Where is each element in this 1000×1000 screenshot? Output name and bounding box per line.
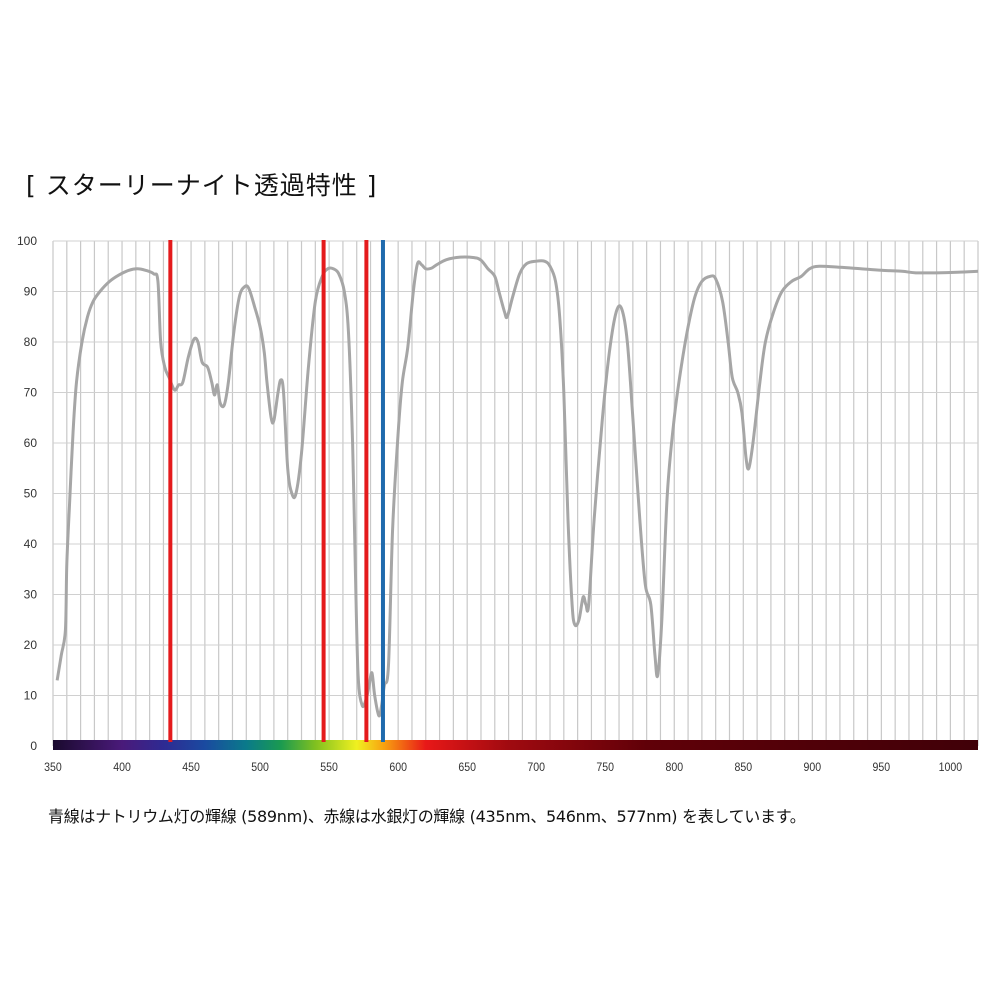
x-tick-label: 750	[596, 761, 614, 774]
x-tick-label: 550	[320, 761, 338, 774]
x-tick-label: 900	[804, 761, 822, 774]
y-tick-label: 10	[24, 689, 38, 703]
y-tick-label: 70	[24, 386, 38, 400]
y-tick-label: 100	[17, 234, 37, 248]
y-tick-label: 80	[24, 335, 38, 349]
transmission-curve	[55, 255, 979, 718]
y-tick-label: 50	[24, 487, 38, 501]
x-tick-label: 1000	[939, 761, 962, 774]
x-tick-label: 650	[458, 761, 476, 774]
x-tick-label: 950	[873, 761, 891, 774]
y-tick-label: 20	[24, 638, 38, 652]
x-tick-label: 350	[44, 761, 62, 774]
chart-title: [ スターリーナイト透過特性 ]	[26, 171, 378, 200]
y-tick-label: 30	[24, 588, 38, 602]
x-tick-label: 800	[665, 761, 683, 774]
y-tick-label: 40	[24, 537, 38, 551]
y-tick-label: 0	[30, 739, 37, 753]
x-tick-label: 700	[527, 761, 545, 774]
y-tick-label: 60	[24, 436, 38, 450]
x-tick-label: 400	[113, 761, 131, 774]
x-tick-label: 450	[182, 761, 200, 774]
x-tick-label: 600	[389, 761, 407, 774]
spectrum-bar	[53, 740, 978, 750]
x-tick-label: 500	[251, 761, 269, 774]
caption: 青線はナトリウム灯の輝線 (589nm)、赤線は水銀灯の輝線 (435nm、54…	[48, 807, 806, 826]
y-tick-label: 90	[24, 285, 38, 299]
x-tick-label: 850	[734, 761, 752, 774]
